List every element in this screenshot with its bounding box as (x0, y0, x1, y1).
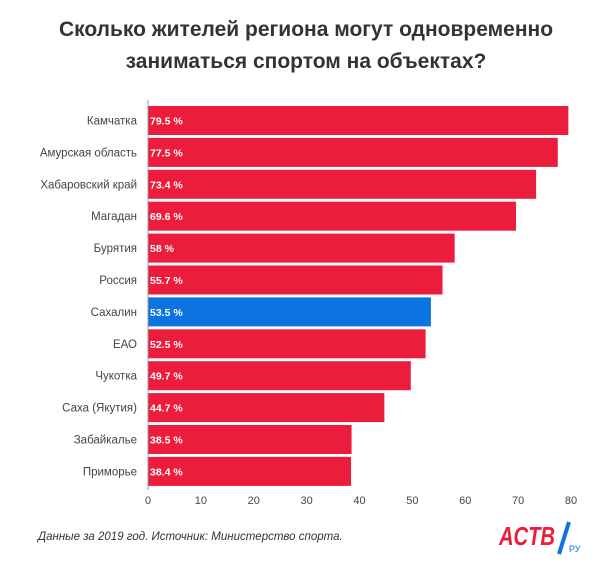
bar-value-label: 52.5 % (150, 339, 183, 351)
category-label: Саха (Якутия) (62, 403, 137, 415)
x-tick-label: 70 (512, 495, 524, 507)
bar-value-label: 77.5 % (150, 147, 183, 159)
bar-value-label: 38.5 % (150, 435, 183, 447)
bar (148, 201, 517, 231)
x-tick-label: 30 (301, 495, 313, 507)
bar (148, 297, 431, 327)
category-label: Сахалин (91, 307, 137, 319)
bar (148, 329, 426, 359)
logo-slash (557, 521, 571, 555)
bar (148, 425, 352, 454)
chart-title-line-1: Сколько жителей региона могут одновремен… (58, 18, 554, 41)
chart-title: Сколько жителей региона могут одновремен… (0, 14, 612, 78)
bar (148, 265, 443, 295)
bar (148, 393, 385, 423)
bar-value-label: 79.5 % (150, 116, 183, 128)
bar (148, 137, 558, 167)
bar (148, 233, 455, 263)
bar-value-label: 44.7 % (150, 403, 183, 415)
source-note: Данные за 2019 год. Источник: Министерст… (38, 531, 343, 543)
category-label: Чукотка (95, 371, 137, 383)
logo-suffix: РУ (569, 544, 581, 554)
bar (148, 361, 411, 391)
x-tick-label: 60 (459, 495, 471, 507)
x-tick-label: 50 (406, 495, 418, 507)
category-label: Хабаровский край (40, 179, 137, 191)
actv-logo: ACTB РУ (498, 521, 581, 555)
bar-value-label: 73.4 % (150, 179, 183, 191)
bar-value-label: 55.7 % (150, 275, 183, 287)
x-tick-label: 20 (248, 495, 260, 507)
category-label: Забайкалье (74, 435, 137, 447)
chart-title-line-2: заниматься спортом на объектах? (125, 50, 487, 73)
category-label: ЕАО (113, 339, 137, 351)
bar-value-label: 53.5 % (150, 307, 183, 319)
bar (148, 106, 569, 135)
bar-value-label: 58 % (150, 243, 175, 255)
category-label: Камчатка (87, 116, 138, 128)
bar-value-label: 69.6 % (150, 211, 183, 223)
x-tick-label: 10 (195, 495, 207, 507)
category-label: Магадан (91, 211, 137, 223)
bar (148, 456, 352, 486)
bar-value-label: 38.4 % (150, 466, 183, 478)
category-label: Приморье (83, 466, 137, 478)
x-tick-label: 80 (565, 495, 577, 507)
category-label: Амурская область (40, 147, 137, 159)
category-label: Россия (99, 275, 137, 287)
category-label: Бурятия (94, 243, 137, 255)
bar-value-label: 49.7 % (150, 371, 183, 383)
bar (148, 169, 537, 199)
x-tick-label: 40 (353, 495, 365, 507)
x-tick-label: 0 (145, 495, 151, 507)
logo-main-text: ACTB (498, 521, 555, 551)
